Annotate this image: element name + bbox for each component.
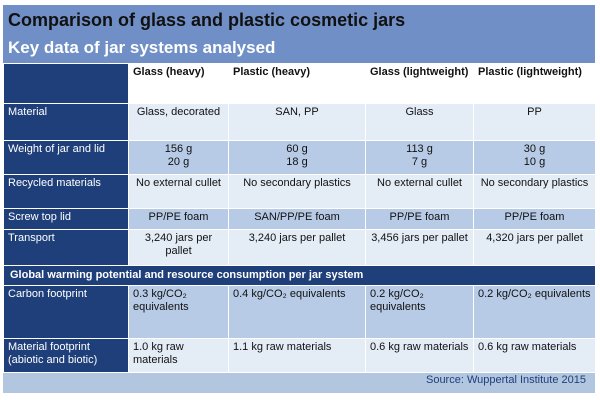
row-label: Material footprint (abiotic and biotic) xyxy=(3,337,129,374)
table-cell: No external cullet xyxy=(365,174,474,210)
row-label: Screw top lid xyxy=(3,208,129,230)
lid-weight: 10 g xyxy=(523,155,546,168)
column-header: Plastic (lightweight) xyxy=(473,62,596,105)
table-cell: No secondary plastics xyxy=(473,174,596,210)
table-cell: 3,240 jars per pallet xyxy=(128,228,229,266)
table-cell: 4,320 jars per pallet xyxy=(473,228,596,266)
table-row: Screw top lid PP/PE foam SAN/PP/PE foam … xyxy=(3,208,596,230)
corner-cell xyxy=(3,62,129,105)
table-cell: 1.1 kg raw materials xyxy=(228,337,366,374)
table-row: Material footprint (abiotic and biotic) … xyxy=(3,337,596,374)
jar-weight: 156 g xyxy=(164,142,193,155)
column-header: Glass (heavy) xyxy=(128,62,229,105)
lid-weight: 18 g xyxy=(286,155,308,168)
table-cell: 1.0 kg raw materials xyxy=(128,337,229,374)
header-band xyxy=(3,5,595,63)
row-label: Recycled materials xyxy=(3,174,129,210)
table-cell: PP/PE foam xyxy=(473,208,596,230)
table-cell: 0.6 kg raw materials xyxy=(473,337,596,374)
row-label: Material xyxy=(3,103,129,141)
table-cell: PP xyxy=(473,103,596,141)
jar-weight: 113 g xyxy=(406,142,433,155)
jar-weight: 60 g xyxy=(286,142,308,155)
comparison-table: Glass (heavy) Plastic (heavy) Glass (lig… xyxy=(3,62,596,374)
table-row: Carbon footprint 0.3 kg/CO₂ equivalents … xyxy=(3,285,596,339)
table-cell: 0.2 kg/CO₂ equivalents xyxy=(365,285,474,339)
column-header: Plastic (heavy) xyxy=(228,62,366,105)
table-cell: 0.3 kg/CO₂ equivalents xyxy=(128,285,229,339)
table-cell: Glass xyxy=(365,103,474,141)
table-row: Material Glass, decorated SAN, PP Glass … xyxy=(3,103,596,141)
table-cell: 3,240 jars per pallet xyxy=(228,228,366,266)
table-cell: No secondary plastics xyxy=(228,174,366,210)
table-header-row: Glass (heavy) Plastic (heavy) Glass (lig… xyxy=(3,62,596,105)
lid-weight: 20 g xyxy=(167,155,190,168)
table-cell: PP/PE foam xyxy=(128,208,229,230)
table-cell: 0.6 kg raw materials xyxy=(365,337,474,374)
table-cell: 3,456 jars per pallet xyxy=(365,228,474,266)
page-title: Comparison of glass and plastic cosmetic… xyxy=(8,10,406,30)
section-heading-row: Global warming potential and resource co… xyxy=(3,264,596,287)
table-cell: 0.2 kg/CO₂ equivalents xyxy=(473,285,596,339)
table-cell: 0.4 kg/CO₂ equivalents xyxy=(228,285,366,339)
table-cell: SAN, PP xyxy=(228,103,366,141)
table-cell: SAN/PP/PE foam xyxy=(228,208,366,230)
table-row: Weight of jar and lid 156 g 20 g 60 g 18 g… xyxy=(3,139,596,176)
row-label: Carbon footprint xyxy=(3,285,129,339)
lid-weight: 7 g xyxy=(411,155,428,168)
jar-weight: 30 g xyxy=(523,142,546,155)
column-header: Glass (lightweight) xyxy=(365,62,474,105)
page-subtitle: Key data of jar systems analysed xyxy=(8,38,276,57)
row-label: Weight of jar and lid xyxy=(3,139,129,176)
table-cell: Glass, decorated xyxy=(128,103,229,141)
table-cell: PP/PE foam xyxy=(365,208,474,230)
table-cell: 60 g 18 g xyxy=(228,139,366,176)
table-cell: No external cullet xyxy=(128,174,229,210)
source-note: Source: Wuppertal Institute 2015 xyxy=(425,374,586,386)
table-row: Recycled materials No external cullet No… xyxy=(3,174,596,210)
table-row: Transport 3,240 jars per pallet 3,240 ja… xyxy=(3,228,596,266)
table-cell: 156 g 20 g xyxy=(128,139,229,176)
section-heading: Global warming potential and resource co… xyxy=(3,264,596,287)
table-cell: 30 g 10 g xyxy=(473,139,596,176)
row-label: Transport xyxy=(3,228,129,266)
